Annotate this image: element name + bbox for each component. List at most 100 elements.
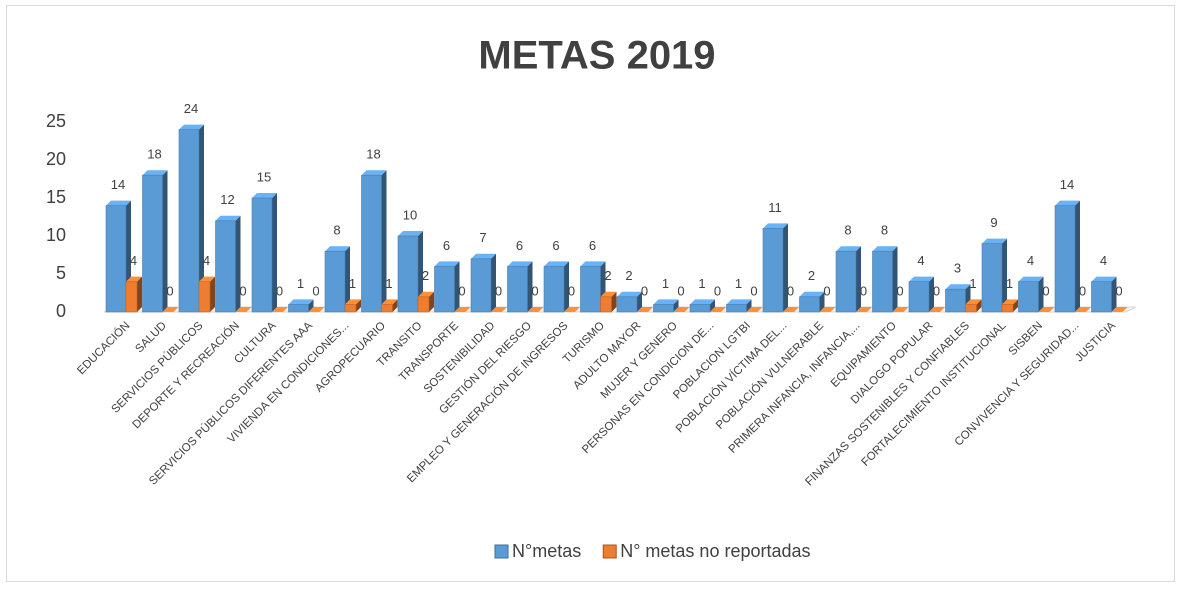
bar-top	[965, 299, 982, 305]
bar-top	[1002, 299, 1018, 305]
bar-front	[105, 205, 127, 313]
data-label: 0	[933, 283, 940, 298]
bar-front	[507, 266, 528, 313]
bar-top	[617, 291, 642, 297]
data-label: 2	[625, 268, 632, 283]
bar	[892, 307, 909, 312]
bar	[361, 170, 387, 313]
bar-front	[470, 258, 492, 313]
data-label: 0	[787, 283, 794, 298]
bar	[198, 276, 215, 313]
bar-top	[1111, 307, 1128, 312]
bar-front	[125, 281, 138, 313]
data-label: 4	[917, 253, 924, 268]
bar-side	[673, 299, 679, 312]
bar	[1054, 200, 1080, 313]
bar-front	[324, 250, 346, 313]
y-tick-label: 25	[46, 111, 66, 131]
data-label: 2	[604, 268, 611, 283]
bar	[1075, 307, 1091, 312]
y-tick-label: 5	[56, 263, 66, 283]
bar	[1091, 276, 1117, 313]
legend-swatch	[602, 544, 617, 559]
bar	[965, 299, 982, 313]
bar-top	[215, 215, 241, 221]
bar-side	[892, 246, 898, 312]
data-label: 0	[860, 283, 867, 298]
bar-top	[235, 307, 252, 312]
bar	[162, 307, 179, 312]
bar-top	[1038, 307, 1055, 312]
bar-side	[819, 291, 825, 312]
bar	[564, 307, 580, 312]
bar-front	[215, 220, 236, 313]
bar	[527, 307, 544, 312]
bar-top	[527, 307, 544, 312]
data-label: 7	[479, 230, 486, 245]
bar	[819, 307, 836, 312]
bar-top	[1018, 276, 1044, 282]
bar	[653, 299, 679, 313]
data-label: 2	[422, 268, 429, 283]
data-label: 0	[458, 283, 465, 298]
data-label: 6	[552, 238, 559, 253]
bar-front	[689, 304, 711, 313]
data-label: 0	[276, 283, 283, 298]
bar	[637, 307, 653, 312]
bar-front	[872, 250, 893, 313]
bar-top	[872, 246, 898, 252]
bar-side	[856, 246, 861, 312]
bar-front	[600, 296, 612, 313]
bar-front	[580, 266, 601, 313]
bar	[929, 307, 945, 312]
bar-top	[726, 299, 752, 305]
data-label: 8	[333, 223, 340, 238]
bar	[872, 246, 898, 313]
bar-side	[783, 223, 788, 312]
bar	[981, 238, 1007, 313]
bar-side	[392, 299, 398, 312]
data-label: 0	[677, 283, 684, 298]
bar-side	[418, 231, 423, 312]
data-label: 1	[385, 276, 392, 291]
bar-top	[746, 307, 763, 312]
data-label: 24	[184, 101, 198, 116]
data-label: 4	[1100, 253, 1107, 268]
bar-front	[288, 304, 309, 313]
legend-swatch	[494, 544, 509, 559]
data-label: 1	[349, 276, 356, 291]
bar-top	[799, 291, 825, 297]
bar	[908, 276, 934, 313]
data-label: 0	[312, 283, 319, 298]
bar-top	[892, 307, 909, 312]
bar-side	[710, 299, 715, 312]
bar	[1001, 299, 1018, 313]
bar-front	[908, 281, 930, 313]
y-tick-label: 10	[46, 225, 66, 245]
bar-side	[611, 291, 617, 312]
bar	[726, 299, 752, 313]
bar-top	[325, 246, 350, 252]
bar	[491, 307, 507, 312]
data-label: 1	[1006, 276, 1013, 291]
bar-top	[361, 170, 387, 176]
bar-front	[965, 304, 977, 313]
bar-side	[491, 253, 496, 312]
y-tick-label: 20	[46, 149, 66, 169]
data-label: 0	[750, 283, 757, 298]
bar	[235, 307, 252, 312]
bar-top	[179, 124, 204, 130]
data-label: 6	[589, 238, 596, 253]
bar-front	[1001, 304, 1014, 313]
bar	[783, 307, 799, 312]
bar	[215, 215, 241, 313]
bar	[125, 276, 142, 313]
bar	[272, 307, 288, 312]
bar	[507, 261, 533, 313]
bar-top	[1075, 307, 1091, 312]
bar-top	[106, 200, 131, 206]
bar-top	[564, 307, 580, 312]
bar-side	[1002, 238, 1007, 312]
bar-side	[1075, 200, 1080, 312]
data-label: 18	[366, 147, 380, 162]
